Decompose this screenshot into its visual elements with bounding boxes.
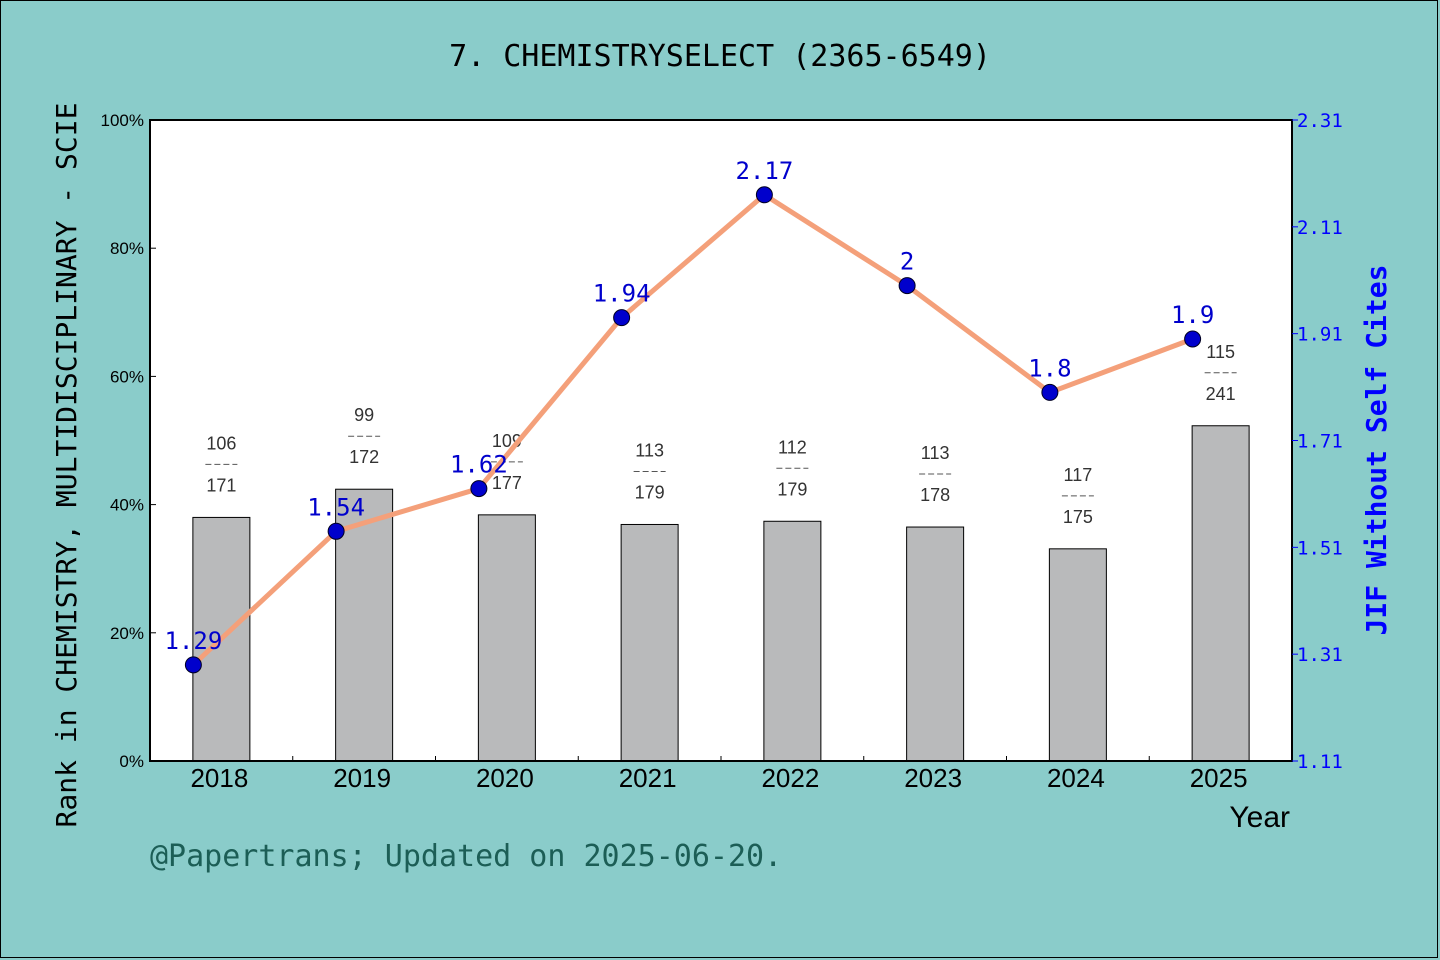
jif-label-2019: 1.54	[307, 493, 365, 521]
chart-title: 7. CHEMISTRYSELECT (2365-6549)	[449, 39, 991, 74]
jif-marker-2022	[755, 186, 773, 204]
rank-label-2023: 113	[921, 443, 950, 463]
bar-2023	[906, 526, 965, 762]
jif-line	[191, 192, 1194, 667]
jif-marker-2023	[898, 277, 916, 295]
total-label-2019: 172	[349, 447, 379, 467]
rank-label-2018: 106	[206, 433, 236, 453]
y-axis-label: Rank in CHEMISTRY, MULTIDISCIPLINARY - S…	[50, 103, 83, 828]
jif-marker-2020	[470, 480, 488, 498]
y2-tick-label-5: 2.11	[1297, 217, 1343, 239]
y2-tick-label-2: 1.51	[1297, 537, 1343, 559]
x-tick-label-2020: 2020	[476, 763, 534, 793]
rank-label-2022: 112	[778, 437, 807, 457]
total-label-2018: 171	[206, 475, 236, 495]
total-label-2023: 178	[920, 485, 950, 505]
jif-label-2021: 1.94	[593, 280, 651, 308]
jif-marker-2025	[1184, 330, 1202, 348]
jif-marker-2021	[613, 309, 631, 327]
y2-tick-label-6: 2.31	[1297, 110, 1343, 132]
bar-2024	[1048, 548, 1107, 762]
jif-label-2023: 2	[900, 248, 914, 276]
total-label-2021: 179	[635, 482, 665, 502]
bar-2021	[620, 523, 679, 762]
total-label-2022: 179	[777, 479, 807, 499]
y-tick-label-4: 80%	[110, 239, 144, 258]
y2-tick-label-0: 1.11	[1297, 751, 1343, 773]
y-tick-label-1: 20%	[110, 624, 144, 643]
y-tick-label-2: 40%	[110, 496, 144, 515]
x-tick-label-2024: 2024	[1047, 763, 1105, 793]
bar-2022	[763, 520, 822, 762]
bar-2025	[1191, 425, 1250, 762]
y-tick-label-0: 0%	[119, 752, 144, 771]
jif-label-2020: 1.62	[450, 451, 508, 479]
rank-label-2025: 115	[1206, 342, 1235, 362]
jif-marker-2019	[327, 522, 345, 540]
y-tick-label-5: 100%	[101, 111, 144, 130]
y2-axis-label: JIF Without Self Cites	[1360, 265, 1393, 636]
rank-label-2021: 113	[635, 440, 664, 460]
x-tick-label-2022: 2022	[761, 763, 819, 793]
jif-label-2025: 1.9	[1171, 301, 1214, 329]
y2-tick-label-4: 1.91	[1297, 324, 1343, 346]
x-tick-label-2025: 2025	[1190, 763, 1248, 793]
jif-label-2024: 1.8	[1028, 354, 1071, 382]
x-axis-label: Year	[1229, 801, 1290, 834]
jif-label-2018: 1.29	[164, 627, 222, 655]
credit-text: @Papertrans; Updated on 2025-06-20.	[150, 839, 782, 874]
rank-label-2024: 117	[1064, 465, 1093, 485]
x-tick-label-2021: 2021	[619, 763, 677, 793]
x-tick-label-2019: 2019	[333, 763, 391, 793]
rank-label-2019: 99	[354, 405, 374, 425]
bar-2018	[192, 516, 251, 762]
bar-2020	[477, 514, 536, 762]
total-label-2025: 241	[1206, 384, 1236, 404]
jif-marker-2024	[1041, 383, 1059, 401]
y-tick-label-3: 60%	[110, 367, 144, 386]
jif-label-2022: 2.17	[735, 157, 793, 185]
jif-marker-2018	[184, 656, 202, 674]
x-tick-label-2023: 2023	[904, 763, 962, 793]
y2-tick-label-3: 1.71	[1297, 431, 1343, 453]
total-label-2024: 175	[1063, 507, 1093, 527]
y2-tick-label-1: 1.31	[1297, 644, 1343, 666]
x-tick-label-2018: 2018	[190, 763, 248, 793]
total-label-2020: 177	[492, 473, 522, 493]
plot-area	[150, 120, 1292, 761]
